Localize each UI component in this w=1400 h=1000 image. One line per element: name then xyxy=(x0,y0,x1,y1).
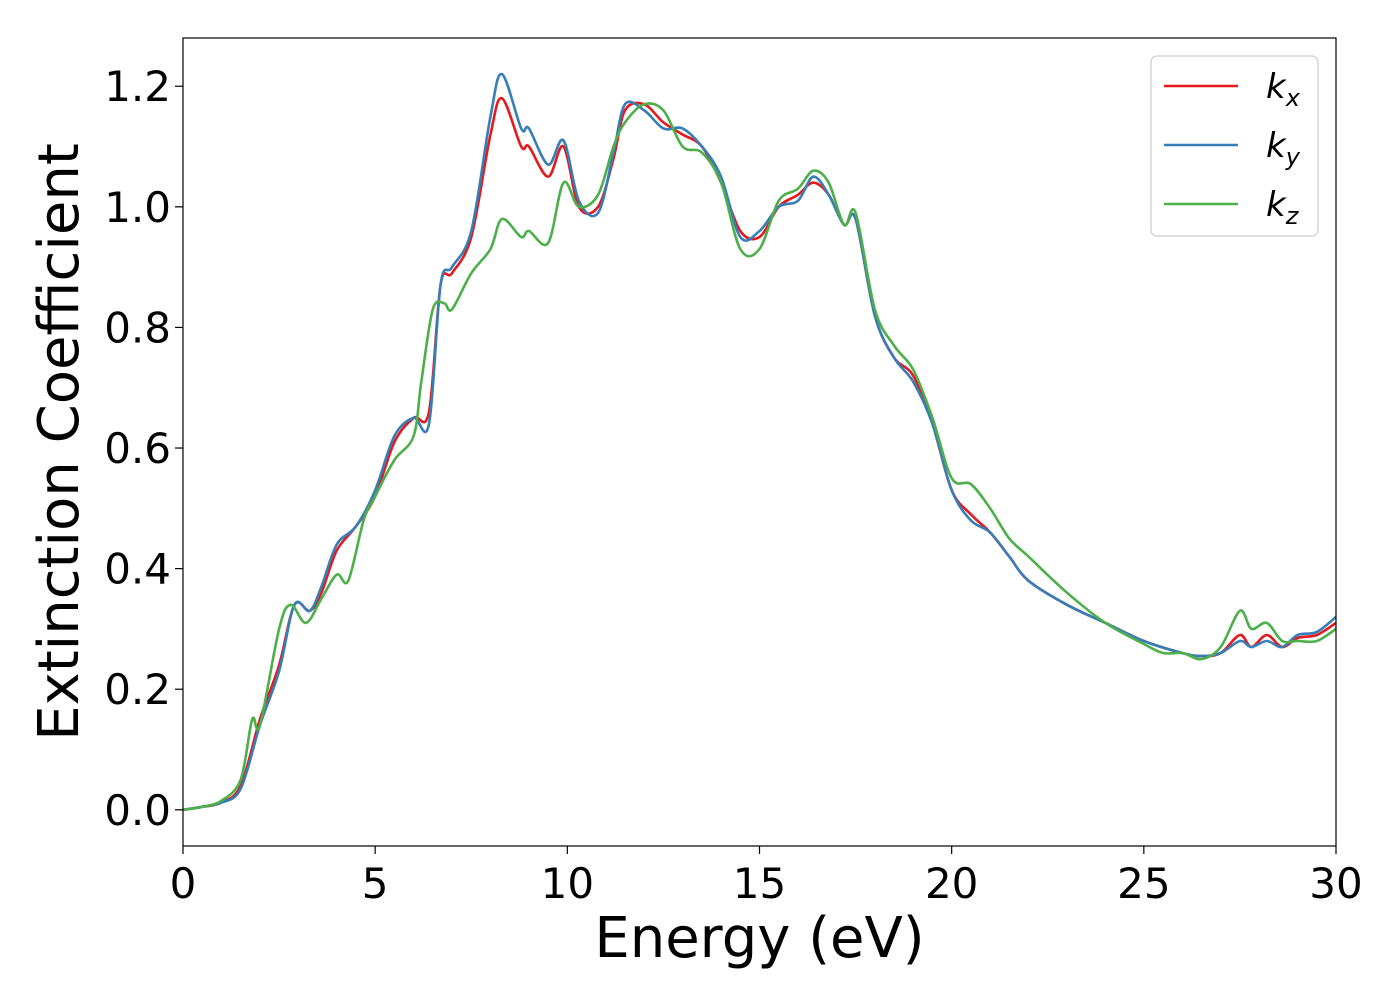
legend-label-y: ky xyxy=(1266,126,1301,171)
legend: kx ky kz xyxy=(1150,55,1319,237)
x-tick-label: 10 xyxy=(541,859,594,908)
x-tick-label: 20 xyxy=(925,859,978,908)
x-tick-label: 25 xyxy=(1117,859,1170,908)
x-tick-label: 15 xyxy=(733,859,786,908)
x-axis-label: Energy (eV) xyxy=(594,906,924,971)
y-tick-label: 0.8 xyxy=(104,303,171,352)
y-axis-ticks: 0.0 0.2 0.4 0.6 0.8 1.0 1.2 xyxy=(104,62,183,835)
series-line-z xyxy=(183,102,1336,812)
y-tick-label: 0.2 xyxy=(104,665,171,714)
y-tick-label: 1.0 xyxy=(104,183,171,232)
x-tick-label: 5 xyxy=(362,859,389,908)
y-tick-label: 0.6 xyxy=(104,424,171,473)
series-line-y xyxy=(183,72,1336,812)
x-tick-label: 0 xyxy=(170,859,197,908)
y-axis-label: Extinction Coefficient xyxy=(27,143,92,741)
y-tick-label: 0.4 xyxy=(104,545,171,594)
x-axis-ticks: 0 5 10 15 20 25 30 xyxy=(170,846,1363,908)
legend-label-z: kz xyxy=(1266,185,1300,230)
y-tick-label: 1.2 xyxy=(104,62,171,111)
y-tick-label: 0.0 xyxy=(104,786,171,835)
legend-label-x: kx xyxy=(1266,67,1301,112)
series-lines xyxy=(183,72,1336,812)
x-tick-label: 30 xyxy=(1309,859,1362,908)
